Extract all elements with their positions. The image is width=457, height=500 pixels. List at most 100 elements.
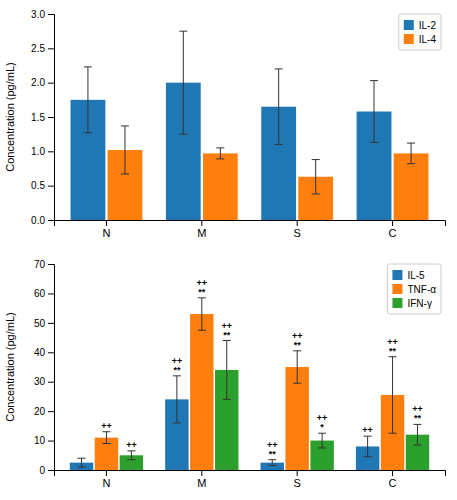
y-tick: 0 [39,465,54,476]
error-bar [84,67,92,133]
y-tick: 1.5 [31,112,54,123]
annotation: ++ [317,413,328,423]
y-tick-mark [48,83,54,84]
annotation: ** [389,346,397,356]
x-tick: S [294,470,301,489]
y-axis-line [48,15,55,221]
x-axis: NMSC [55,220,446,239]
bar-series [95,298,405,470]
x-axis-line [55,471,446,477]
y-tick: 40 [34,347,54,358]
y-tick-mark [48,411,54,412]
y-tick: 20 [34,406,54,417]
error-bar [364,436,372,457]
y-axis-title: Concentration (pg/mL) [4,62,16,171]
y-tick-label: 0.0 [31,215,45,226]
y-tick-label: 40 [34,347,46,358]
bar-series [120,341,430,470]
y-tick-mark [48,220,54,221]
annotation: ++ [292,331,303,341]
annotation: ++ [412,404,423,414]
legend-label: IL-4 [419,34,437,45]
y-tick-label: 0 [39,465,45,476]
chart-panel: NMSC010203040506070Concentration (pg/mL)… [4,259,446,489]
error-bar [78,458,86,467]
bar [203,153,238,220]
y-tick-mark [48,323,54,324]
y-tick-label: 70 [34,259,46,270]
x-tick: S [294,220,301,239]
error-bar [179,31,187,134]
y-tick-label: 30 [34,376,46,387]
annotation: ** [269,449,277,459]
annotation: ** [198,287,206,297]
x-tick-mark [106,220,107,226]
y-tick-label: 0.5 [31,180,45,191]
x-tick: N [102,470,110,489]
legend-label: IFN-γ [407,298,431,309]
error-bar [407,143,415,164]
x-tick: M [197,220,206,239]
annotation: ** [294,340,302,350]
y-tick-mark [48,293,54,294]
chart-root: NMSC0.00.51.01.52.02.53.0Concentration (… [0,0,457,500]
annotation: ** [414,413,422,423]
legend-item: TNF-α [392,284,436,295]
x-tick-label: S [294,477,301,489]
y-tick: 2.0 [31,77,54,88]
y-tick: 3.0 [31,9,54,20]
y-tick-mark [48,117,54,118]
error-bar [293,351,301,383]
x-tick: C [389,220,397,239]
legend-swatch [404,20,414,30]
legend-item: IFN-γ [392,298,431,309]
plot-marks [71,31,429,220]
error-bar [102,432,110,444]
y-tick: 1.0 [31,146,54,157]
y-tick: 60 [34,288,54,299]
annotation: ++ [387,337,398,347]
x-tick-mark [297,470,298,476]
x-tick-label: M [197,477,206,489]
annotations: ++++**++**++**++**++**++*++++**++**++ [101,278,423,459]
error-bar [198,298,206,330]
x-tick: M [197,470,206,489]
legend-swatch [392,270,402,280]
annotation: ++ [172,356,183,366]
y-tick-mark [48,151,54,152]
x-tick-label: N [102,477,110,489]
error-bar [389,357,397,434]
x-tick-label: C [389,477,397,489]
y-tick-mark [48,382,54,383]
y-tick-label: 20 [34,406,46,417]
y-axis-title: Concentration (pg/mL) [4,312,16,421]
x-tick: C [389,470,397,489]
annotation: ++ [101,421,112,431]
legend: IL-2IL-4 [399,14,441,50]
error-bar [275,69,283,145]
x-axis-line [55,221,446,227]
annotation: ** [173,365,181,375]
legend-label: TNF-α [407,284,436,295]
legend-box [399,14,441,50]
x-tick-mark [392,470,393,476]
error-bar [121,126,129,174]
y-axis: 010203040506070 [34,259,55,476]
annotation: ++ [197,278,208,288]
bar-series [108,126,429,220]
x-tick-mark [201,220,202,226]
y-tick: 10 [34,435,54,446]
y-tick-label: 10 [34,435,46,446]
error-bar [318,433,326,448]
legend-item: IL-4 [404,34,437,45]
x-tick-label: N [102,227,110,239]
bar [190,314,213,470]
y-tick-mark [48,441,54,442]
error-bar [268,460,276,466]
legend-swatch [392,284,402,294]
x-tick-label: S [294,227,301,239]
annotation: ++ [362,425,373,435]
legend-swatch [392,298,402,308]
annotation: ++ [267,440,278,450]
y-tick: 0.0 [31,215,54,226]
